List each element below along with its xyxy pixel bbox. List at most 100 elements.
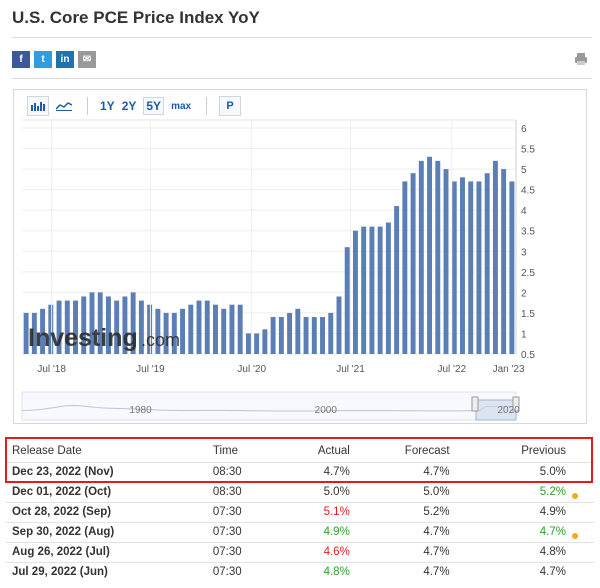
previous-cell: 5.2% <box>455 481 594 502</box>
bar[interactable] <box>147 304 153 354</box>
bar[interactable] <box>402 181 408 354</box>
bar[interactable] <box>188 304 194 354</box>
history-table: Release Date Time Actual Forecast Previo… <box>6 440 594 582</box>
bar[interactable] <box>377 226 383 354</box>
y-tick-label: 3 <box>521 247 527 258</box>
bar[interactable] <box>328 312 334 354</box>
watermark-logo: Investing <box>28 324 138 352</box>
facebook-icon[interactable]: f <box>12 51 30 68</box>
bar[interactable] <box>213 304 218 354</box>
bar[interactable] <box>468 181 474 354</box>
bar[interactable] <box>105 296 111 354</box>
actual-cell: 4.6% <box>278 541 356 562</box>
x-tick-label: Jul '21 <box>336 364 365 375</box>
bar-chart-icon[interactable] <box>27 96 49 116</box>
bar[interactable] <box>311 317 317 354</box>
bar[interactable] <box>492 160 498 354</box>
range-max-button[interactable]: max <box>171 100 192 112</box>
bar[interactable] <box>509 181 515 354</box>
area-chart-icon[interactable] <box>53 96 75 116</box>
range-1y-button[interactable]: 1Y <box>100 99 115 113</box>
bar[interactable] <box>155 308 161 354</box>
bar[interactable] <box>180 308 186 354</box>
bar[interactable] <box>418 160 424 354</box>
bar[interactable] <box>369 226 375 354</box>
y-tick-label: 6 <box>521 124 527 135</box>
bar[interactable] <box>130 292 136 354</box>
bar[interactable] <box>484 173 490 354</box>
release-date-cell: Dec 01, 2022 (Oct) <box>6 481 207 502</box>
previous-cell: 5.0% <box>455 461 594 482</box>
bar[interactable] <box>352 230 358 354</box>
previous-cell: 4.7% <box>455 561 594 582</box>
y-tick-label: 1.5 <box>521 309 535 320</box>
actual-cell: 5.1% <box>278 501 356 522</box>
bar[interactable] <box>254 333 260 354</box>
bar[interactable] <box>287 312 293 354</box>
bar[interactable] <box>245 333 251 354</box>
bar[interactable] <box>196 300 202 354</box>
bar[interactable] <box>385 222 391 354</box>
bar[interactable] <box>476 181 482 354</box>
bar[interactable] <box>73 300 78 354</box>
share-divider <box>12 78 592 79</box>
bar[interactable] <box>443 169 449 354</box>
previous-cell: 4.9% <box>455 501 594 522</box>
twitter-icon[interactable]: t <box>34 51 52 68</box>
navigator-right-handle[interactable] <box>512 396 520 412</box>
range-2y-button[interactable]: 2Y <box>121 99 137 113</box>
bar[interactable] <box>237 304 243 354</box>
bar[interactable] <box>48 304 54 354</box>
page-title: U.S. Core PCE Price Index YoY <box>12 8 260 27</box>
bar[interactable] <box>23 312 29 354</box>
bar[interactable] <box>361 226 367 354</box>
navigator-left-handle[interactable] <box>471 396 479 412</box>
bar[interactable] <box>114 300 120 354</box>
bar[interactable] <box>56 300 62 354</box>
actual-cell: 4.7% <box>278 461 356 482</box>
bar[interactable] <box>303 317 309 354</box>
bar[interactable] <box>204 300 210 354</box>
bar[interactable] <box>394 206 400 354</box>
linkedin-icon[interactable]: in <box>56 51 74 68</box>
time-cell: 07:30 <box>206 501 279 522</box>
range-5y-button[interactable]: 5Y <box>143 97 165 115</box>
chart-toolbar: 1Y 2Y 5Y max P <box>27 96 245 116</box>
bar[interactable] <box>229 304 235 354</box>
bar[interactable] <box>451 181 457 354</box>
print-icon[interactable] <box>574 52 588 71</box>
bar[interactable] <box>221 308 227 354</box>
bar[interactable] <box>410 173 416 354</box>
table-row: Dec 01, 2022 (Oct) 08:30 5.0% 5.0% 5.2% <box>6 481 594 502</box>
watermark-logo: .com <box>141 330 180 350</box>
bar[interactable] <box>336 296 342 354</box>
bar[interactable] <box>262 329 268 354</box>
bar[interactable] <box>138 300 144 354</box>
bar[interactable] <box>171 312 177 354</box>
bar[interactable] <box>89 292 95 354</box>
bar[interactable] <box>435 160 441 354</box>
bar[interactable] <box>460 177 465 354</box>
bar[interactable] <box>122 296 128 354</box>
bar[interactable] <box>320 317 325 354</box>
bar[interactable] <box>97 292 103 354</box>
navigator-label: 1980 <box>129 405 152 416</box>
bar[interactable] <box>344 247 350 354</box>
table-row: Jul 29, 2022 (Jun) 07:30 4.8% 4.7% 4.7% <box>6 561 594 582</box>
bar[interactable] <box>427 156 433 354</box>
email-icon[interactable]: ✉ <box>78 51 96 68</box>
release-date-cell: Oct 28, 2022 (Sep) <box>6 501 207 522</box>
p-button[interactable]: P <box>219 96 242 116</box>
bar[interactable] <box>64 300 70 354</box>
toolbar-separator <box>206 97 208 115</box>
bar[interactable] <box>278 317 284 354</box>
bar[interactable] <box>40 308 46 354</box>
bar[interactable] <box>501 169 507 354</box>
bar[interactable] <box>31 312 37 354</box>
bar[interactable] <box>163 312 169 354</box>
bar[interactable] <box>81 296 87 354</box>
bar[interactable] <box>270 317 276 354</box>
bar[interactable] <box>295 308 301 354</box>
actual-cell: 5.0% <box>278 481 356 502</box>
navigator-area[interactable] <box>21 391 517 421</box>
